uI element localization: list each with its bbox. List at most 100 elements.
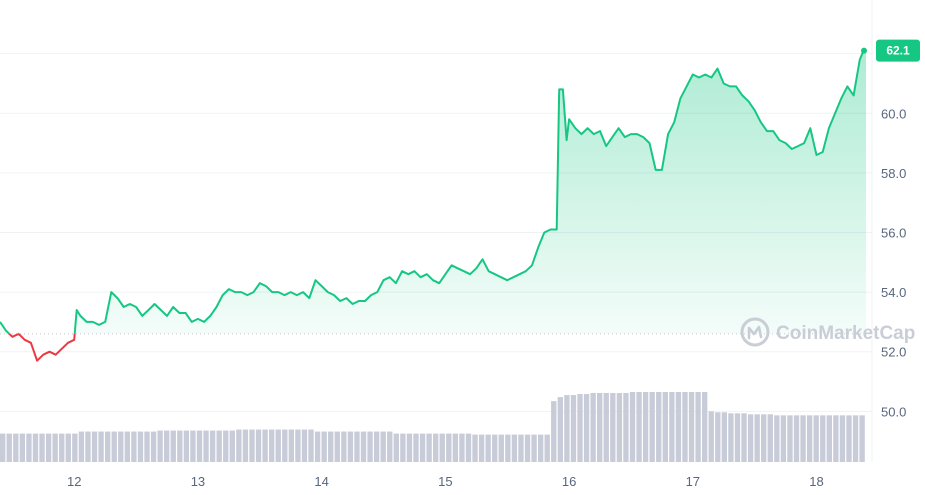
volume-bar — [715, 412, 721, 462]
volume-bar — [314, 431, 321, 462]
volume-bar — [164, 430, 170, 462]
volume-bar — [144, 431, 150, 462]
volume-bar — [242, 429, 249, 462]
x-tick-label: 13 — [191, 474, 205, 489]
volume-bar — [354, 431, 360, 462]
coinmarketcap-logo-icon — [740, 317, 770, 347]
volume-bar — [255, 429, 262, 462]
x-tick-label: 14 — [314, 474, 328, 489]
volume-bar — [721, 412, 728, 462]
current-price-badge: 62.1 — [876, 39, 920, 62]
volume-bar — [341, 431, 347, 462]
volume-bar — [111, 431, 117, 462]
volume-bar — [642, 392, 649, 462]
volume-bar — [728, 413, 734, 462]
volume-bar — [98, 431, 104, 462]
volume-bar — [780, 415, 787, 462]
volume-bar — [209, 430, 216, 462]
current-price-badge-bg — [876, 39, 920, 62]
volume-bar — [603, 393, 609, 462]
volume-bar — [662, 392, 668, 462]
volume-bar — [478, 434, 485, 462]
volume-bar — [413, 433, 419, 462]
volume-bar — [373, 431, 380, 462]
volume-bar — [597, 393, 603, 462]
volume-bar — [85, 431, 91, 462]
y-tick-label: 52.0 — [881, 345, 906, 360]
volume-bar — [216, 430, 222, 462]
volume-bar — [268, 429, 275, 462]
volume-bar — [229, 430, 235, 462]
price-line — [0, 47, 867, 362]
volume-bar — [72, 433, 78, 462]
volume-bar — [492, 434, 498, 462]
volume-bar — [157, 430, 163, 462]
volume-bar — [833, 415, 839, 462]
volume-bar — [675, 392, 682, 462]
x-tick-label: 16 — [562, 474, 576, 489]
y-tick-label: 54.0 — [881, 285, 906, 300]
volume-bar — [859, 415, 865, 462]
volume-bar — [511, 434, 518, 462]
x-tick-label: 17 — [686, 474, 700, 489]
volume-bar — [846, 415, 852, 462]
volume-bar — [104, 431, 111, 462]
volume-bar — [852, 415, 859, 462]
volume-bar — [826, 415, 832, 462]
volume-bar — [91, 431, 98, 462]
volume-bar — [295, 429, 301, 462]
volume-bar — [301, 429, 308, 462]
volume-bar — [806, 415, 813, 462]
volume-bar — [380, 431, 386, 462]
volume-bar — [183, 430, 190, 462]
volume-bar — [328, 431, 334, 462]
volume-bar — [616, 393, 623, 462]
volume-bar — [465, 433, 472, 462]
volume-bar — [400, 433, 406, 462]
volume-bar — [518, 434, 524, 462]
volume-bar — [321, 431, 327, 462]
volume-bar — [767, 414, 773, 462]
volume-bar — [682, 392, 688, 462]
y-tick-label: 50.0 — [881, 404, 906, 419]
volume-bar — [439, 433, 445, 462]
y-tick-label: 56.0 — [881, 225, 906, 240]
volume-bar — [754, 414, 760, 462]
volume-bar — [334, 431, 340, 462]
volume-bar — [387, 431, 393, 462]
volume-bar — [537, 434, 544, 462]
volume-bar — [688, 392, 695, 462]
volume-bar — [65, 433, 71, 462]
volume-bar — [262, 429, 268, 462]
volume-bar — [131, 431, 137, 462]
volume-bar — [347, 431, 354, 462]
x-tick-label: 12 — [67, 474, 81, 489]
volume-bar — [701, 392, 708, 462]
volume-bar — [177, 430, 183, 462]
volume-bar — [787, 415, 793, 462]
current-price-dot — [861, 47, 867, 54]
y-axis: 50.0 52.0 54.0 56.0 58.0 60.0 — [881, 106, 906, 419]
volume-bar — [505, 434, 511, 462]
volume-bar — [531, 434, 537, 462]
x-tick-label: 18 — [809, 474, 823, 489]
volume-bar — [557, 397, 564, 462]
volume-bar — [452, 433, 459, 462]
volume-bar — [590, 393, 596, 462]
volume-bar — [544, 434, 550, 462]
volume-bar — [708, 411, 714, 462]
volume-bar — [59, 433, 65, 462]
x-axis: 12 13 14 15 16 17 18 — [67, 474, 824, 489]
volume-bar — [39, 433, 45, 462]
volume-bar — [813, 415, 819, 462]
volume-bar — [747, 414, 754, 462]
volume-bar — [275, 429, 281, 462]
volume-bar — [551, 401, 557, 462]
volume-bar — [820, 415, 826, 462]
volume-bar — [52, 433, 58, 462]
volume-bar — [360, 431, 367, 462]
volume-bar — [419, 433, 426, 462]
coinmarketcap-logo-mark — [747, 325, 763, 340]
volume-bar — [459, 433, 465, 462]
